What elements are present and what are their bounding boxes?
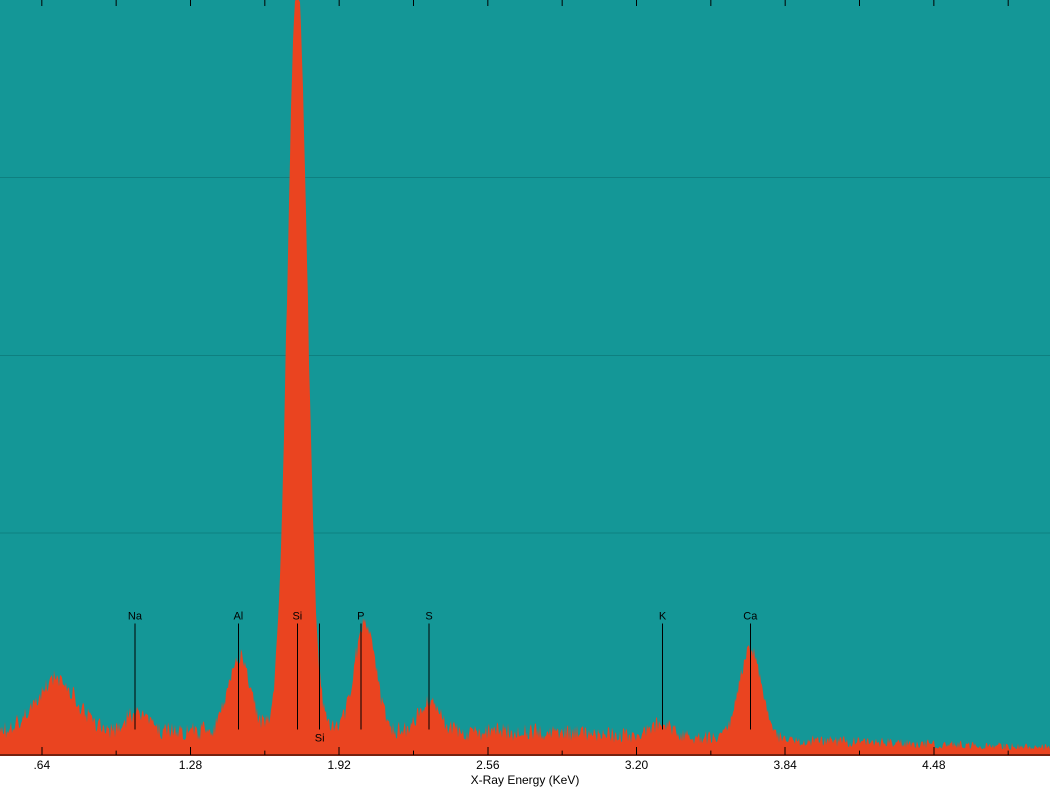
x-axis-label: X-Ray Energy (KeV) (0, 773, 1050, 787)
plot-background (0, 0, 1050, 756)
x-tick-label: 4.48 (904, 758, 964, 772)
x-tick-label: 3.20 (607, 758, 667, 772)
element-label: Al (233, 611, 243, 623)
element-label: Na (128, 611, 143, 623)
x-tick-label: 1.92 (309, 758, 369, 772)
x-tick-label: 1.28 (160, 758, 220, 772)
element-label: P (357, 611, 364, 623)
x-tick-label: 2.56 (458, 758, 518, 772)
eds-spectrum-chart: Na Al Si Si P S K Ca X-Ray Energy (KeV) .64 1.28… (0, 0, 1050, 789)
x-tick-label: .64 (12, 758, 72, 772)
x-tick-label: 3.84 (755, 758, 815, 772)
element-label: Si (292, 611, 302, 623)
element-label: S (425, 611, 432, 623)
element-label: K (659, 611, 667, 623)
element-label: Si (315, 733, 325, 745)
spectrum-plot-area: Na Al Si Si P S K Ca (0, 0, 1050, 756)
element-label: Ca (743, 611, 758, 623)
